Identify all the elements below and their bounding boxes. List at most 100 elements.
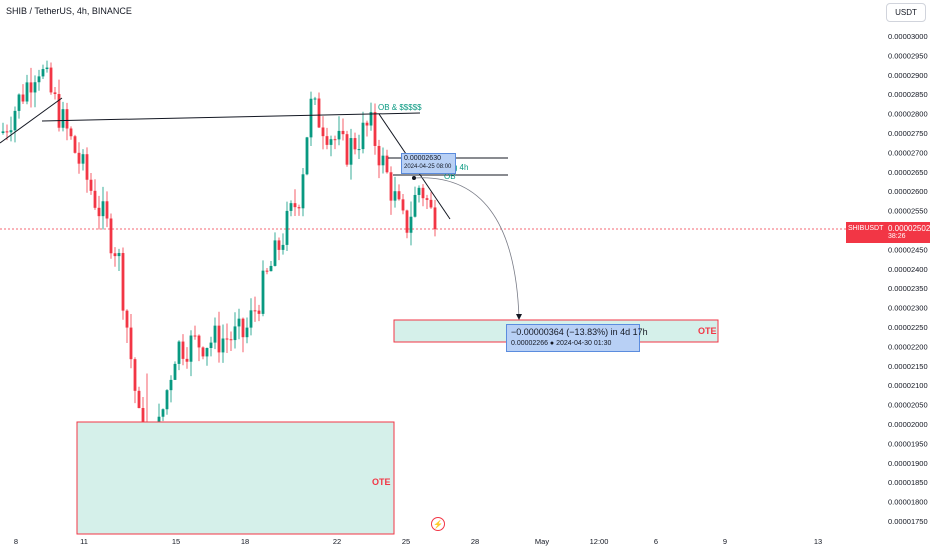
candle-body[interactable] bbox=[221, 338, 225, 353]
candle-body[interactable] bbox=[313, 98, 317, 100]
candle-body[interactable] bbox=[349, 138, 353, 165]
candle-body[interactable] bbox=[341, 130, 345, 135]
candle-body[interactable] bbox=[77, 152, 81, 164]
candle-body[interactable] bbox=[89, 179, 93, 191]
candle-body[interactable] bbox=[137, 390, 141, 409]
candle-body[interactable] bbox=[113, 253, 117, 257]
candle-body[interactable] bbox=[25, 82, 29, 102]
candle-body[interactable] bbox=[9, 130, 13, 133]
candle-body[interactable] bbox=[377, 145, 381, 166]
candle-body[interactable] bbox=[53, 92, 57, 95]
candle-body[interactable] bbox=[429, 199, 433, 208]
candle-body[interactable] bbox=[233, 326, 237, 341]
candle-body[interactable] bbox=[417, 187, 421, 195]
candle-body[interactable] bbox=[117, 253, 121, 257]
candle-body[interactable] bbox=[393, 191, 397, 201]
candle-body[interactable] bbox=[37, 76, 41, 83]
candle-body[interactable] bbox=[397, 191, 401, 200]
ob-line[interactable] bbox=[41, 112, 421, 122]
candle-body[interactable] bbox=[41, 69, 45, 77]
candle-body[interactable] bbox=[29, 82, 33, 93]
candle-body[interactable] bbox=[293, 203, 297, 208]
candle-body[interactable] bbox=[421, 187, 425, 199]
candle-body[interactable] bbox=[97, 207, 101, 217]
candle-body[interactable] bbox=[201, 347, 205, 357]
candle-body[interactable] bbox=[161, 409, 165, 417]
candle-body[interactable] bbox=[65, 109, 69, 129]
candle-body[interactable] bbox=[381, 155, 385, 166]
candle-body[interactable] bbox=[365, 122, 369, 126]
candle-body[interactable] bbox=[129, 327, 133, 360]
candle-body[interactable] bbox=[21, 94, 25, 102]
currency-button[interactable]: USDT bbox=[886, 3, 926, 22]
candle-body[interactable] bbox=[101, 201, 105, 217]
candle-body[interactable] bbox=[177, 341, 181, 364]
candle-body[interactable] bbox=[305, 137, 309, 175]
candle-body[interactable] bbox=[373, 112, 377, 146]
candle-body[interactable] bbox=[357, 149, 361, 151]
candle-body[interactable] bbox=[317, 98, 321, 128]
candle-body[interactable] bbox=[181, 341, 185, 359]
symbol-title[interactable]: SHIB / TetherUS, 4h, BINANCE bbox=[6, 6, 132, 16]
candle-body[interactable] bbox=[5, 131, 9, 133]
candle-body[interactable] bbox=[209, 342, 213, 349]
candle-body[interactable] bbox=[425, 198, 429, 200]
candle-body[interactable] bbox=[197, 335, 201, 348]
projection-start-point[interactable] bbox=[412, 176, 416, 180]
candle-body[interactable] bbox=[217, 325, 221, 353]
candle-body[interactable] bbox=[309, 98, 313, 138]
candle-body[interactable] bbox=[353, 138, 357, 150]
candle-body[interactable] bbox=[225, 338, 229, 340]
candle-body[interactable] bbox=[329, 139, 333, 145]
candle-body[interactable] bbox=[241, 318, 245, 338]
candle-body[interactable] bbox=[185, 358, 189, 362]
candle-body[interactable] bbox=[265, 270, 269, 272]
candle-body[interactable] bbox=[205, 348, 209, 357]
candle-body[interactable] bbox=[261, 270, 265, 314]
candle-body[interactable] bbox=[369, 112, 373, 126]
candle-body[interactable] bbox=[277, 240, 281, 250]
candle-body[interactable] bbox=[269, 265, 273, 272]
candle-body[interactable] bbox=[85, 154, 89, 180]
point-label[interactable]: 0.00002630 2024-04-25 08:00 bbox=[401, 153, 456, 174]
candle-body[interactable] bbox=[213, 325, 217, 343]
candle-body[interactable] bbox=[289, 203, 293, 211]
candle-body[interactable] bbox=[1, 131, 5, 133]
candle-body[interactable] bbox=[273, 240, 277, 266]
candle-body[interactable] bbox=[169, 379, 173, 391]
candle-body[interactable] bbox=[49, 67, 53, 93]
candle-body[interactable] bbox=[61, 109, 65, 128]
candle-body[interactable] bbox=[105, 201, 109, 219]
candle-body[interactable] bbox=[253, 310, 257, 312]
candle-body[interactable] bbox=[405, 210, 409, 233]
candle-body[interactable] bbox=[409, 216, 413, 233]
candle-body[interactable] bbox=[433, 207, 437, 230]
candle-body[interactable] bbox=[301, 174, 305, 209]
trend-line-left[interactable] bbox=[0, 97, 63, 144]
candle-body[interactable] bbox=[333, 139, 337, 141]
candle-body[interactable] bbox=[133, 359, 137, 391]
candle-body[interactable] bbox=[57, 94, 61, 128]
candle-body[interactable] bbox=[257, 310, 261, 314]
candle-body[interactable] bbox=[193, 335, 197, 337]
ote-zone-lower[interactable] bbox=[76, 421, 395, 535]
candle-body[interactable] bbox=[245, 327, 249, 338]
candle-body[interactable] bbox=[297, 207, 301, 209]
candle-body[interactable] bbox=[69, 128, 73, 137]
candle-body[interactable] bbox=[81, 154, 85, 164]
candle-body[interactable] bbox=[281, 244, 285, 250]
candle-body[interactable] bbox=[73, 136, 77, 153]
candle-body[interactable] bbox=[249, 310, 253, 328]
candle-body[interactable] bbox=[173, 363, 177, 380]
candle-body[interactable] bbox=[121, 253, 125, 311]
candle-body[interactable] bbox=[345, 134, 349, 165]
candle-body[interactable] bbox=[13, 110, 17, 131]
candle-body[interactable] bbox=[189, 335, 193, 362]
candle-body[interactable] bbox=[321, 127, 325, 137]
candle-body[interactable] bbox=[401, 199, 405, 211]
candle-body[interactable] bbox=[389, 172, 393, 201]
candle-body[interactable] bbox=[285, 210, 289, 245]
measure-label[interactable]: −0.00000364 (−13.83%) in 4d 17h 0.000022… bbox=[506, 324, 648, 352]
candle-body[interactable] bbox=[325, 136, 329, 145]
lightning-icon[interactable]: ⚡ bbox=[431, 517, 445, 531]
